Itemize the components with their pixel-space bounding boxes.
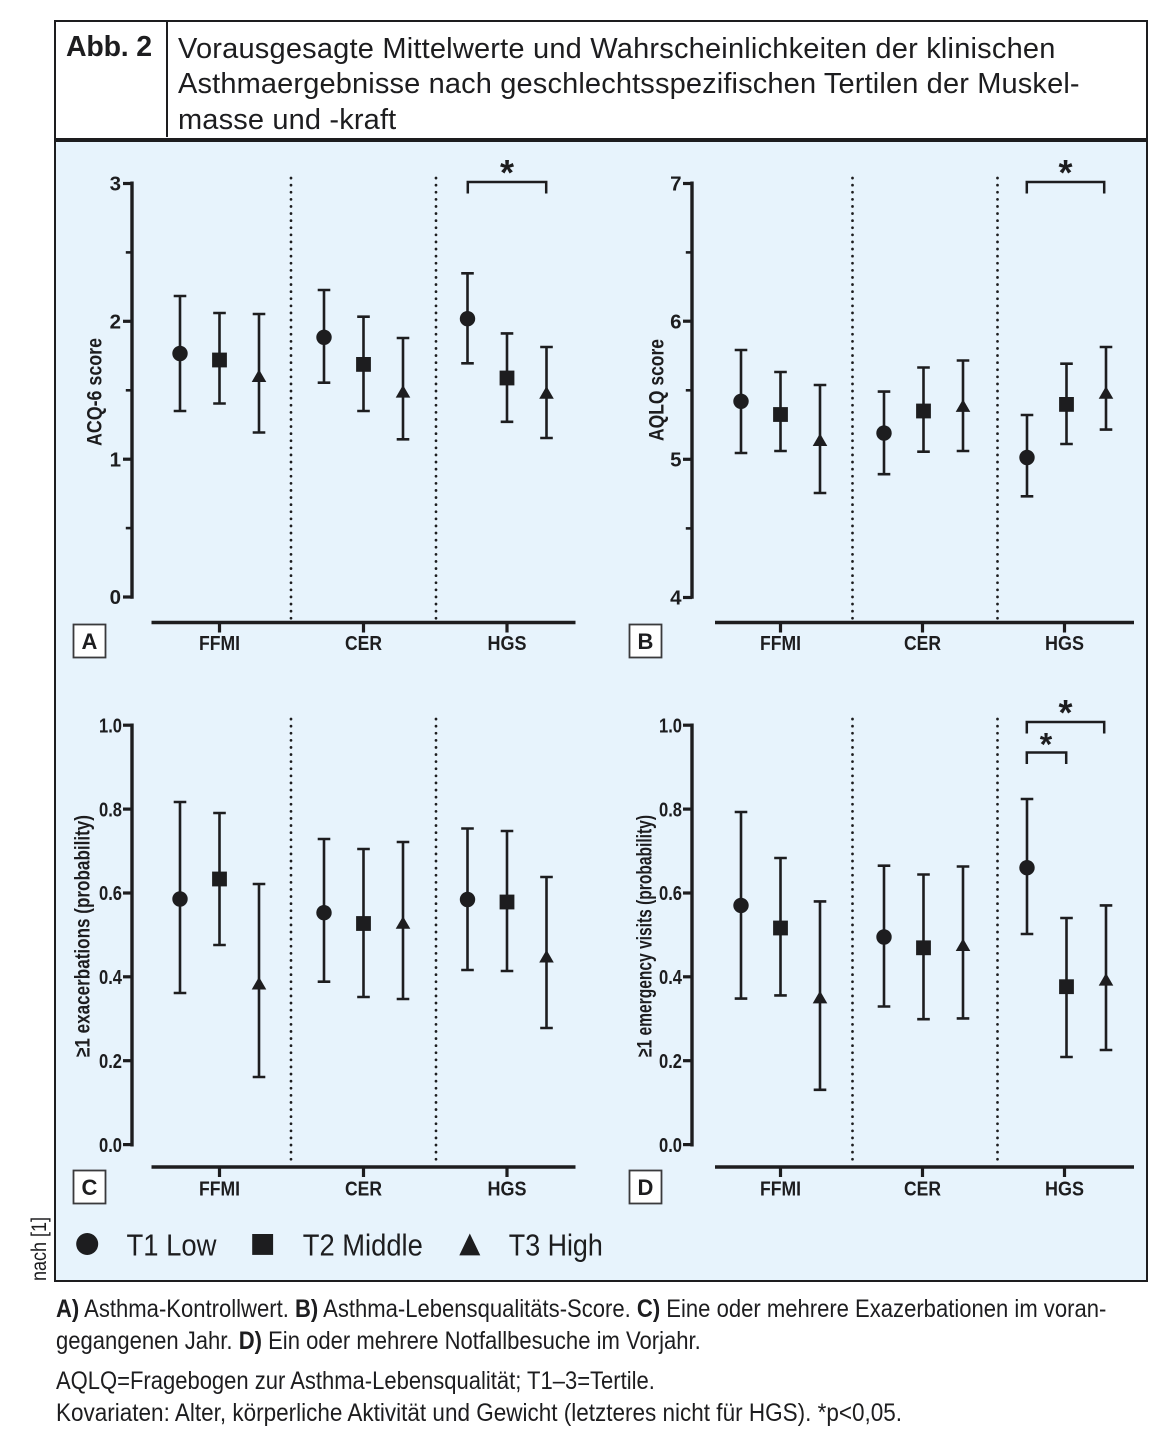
svg-text:FFMI: FFMI (199, 632, 240, 655)
svg-text:FFMI: FFMI (760, 632, 801, 655)
svg-text:0.8: 0.8 (99, 798, 122, 821)
svg-text:CER: CER (345, 1178, 382, 1201)
svg-text:CER: CER (904, 1178, 941, 1201)
svg-text:0.0: 0.0 (659, 1134, 682, 1157)
svg-text:nach [1]: nach [1] (28, 1217, 51, 1281)
svg-text:HGS: HGS (1045, 632, 1084, 655)
svg-text:*: * (500, 152, 514, 193)
svg-text:*: * (1058, 692, 1072, 733)
svg-text:T2 Middle: T2 Middle (303, 1228, 423, 1263)
svg-text:0.6: 0.6 (659, 882, 682, 905)
svg-text:*: * (1058, 152, 1072, 193)
svg-text:A: A (82, 629, 98, 654)
svg-text:0.2: 0.2 (99, 1050, 122, 1073)
svg-text:0.2: 0.2 (659, 1050, 682, 1073)
svg-text:HGS: HGS (488, 632, 527, 655)
svg-text:1.0: 1.0 (99, 714, 122, 737)
svg-text:0.6: 0.6 (99, 882, 122, 905)
svg-text:3: 3 (110, 173, 121, 196)
svg-text:T3 High: T3 High (509, 1228, 603, 1263)
svg-text:C: C (82, 1175, 98, 1200)
svg-text:CER: CER (345, 632, 382, 655)
svg-text:4: 4 (670, 587, 682, 610)
svg-text:0.0: 0.0 (99, 1134, 122, 1157)
svg-text:0.4: 0.4 (659, 966, 682, 989)
svg-text:HGS: HGS (488, 1178, 527, 1201)
svg-text:≥1 exacerbations (probability): ≥1 exacerbations (probability) (72, 815, 95, 1057)
svg-text:B: B (638, 629, 654, 654)
svg-text:1: 1 (110, 448, 121, 471)
svg-text:*: * (1040, 727, 1053, 763)
svg-text:FFMI: FFMI (760, 1178, 801, 1201)
svg-text:T1 Low: T1 Low (127, 1228, 218, 1263)
svg-text:0: 0 (110, 586, 121, 609)
svg-text:HGS: HGS (1045, 1178, 1084, 1201)
svg-text:0.8: 0.8 (659, 798, 682, 821)
svg-text:D: D (638, 1175, 654, 1200)
svg-text:1.0: 1.0 (659, 714, 682, 737)
svg-text:≥1 emergency visits (probabili: ≥1 emergency visits (probability) (634, 815, 657, 1057)
svg-text:7: 7 (670, 173, 681, 196)
svg-text:AQLQ score: AQLQ score (646, 339, 669, 441)
svg-text:ACQ-6 score: ACQ-6 score (84, 338, 107, 446)
svg-text:6: 6 (670, 310, 681, 333)
svg-text:0.4: 0.4 (99, 966, 122, 989)
svg-text:FFMI: FFMI (199, 1178, 240, 1201)
svg-text:5: 5 (670, 449, 681, 472)
svg-text:2: 2 (110, 311, 121, 334)
svg-text:CER: CER (904, 632, 941, 655)
